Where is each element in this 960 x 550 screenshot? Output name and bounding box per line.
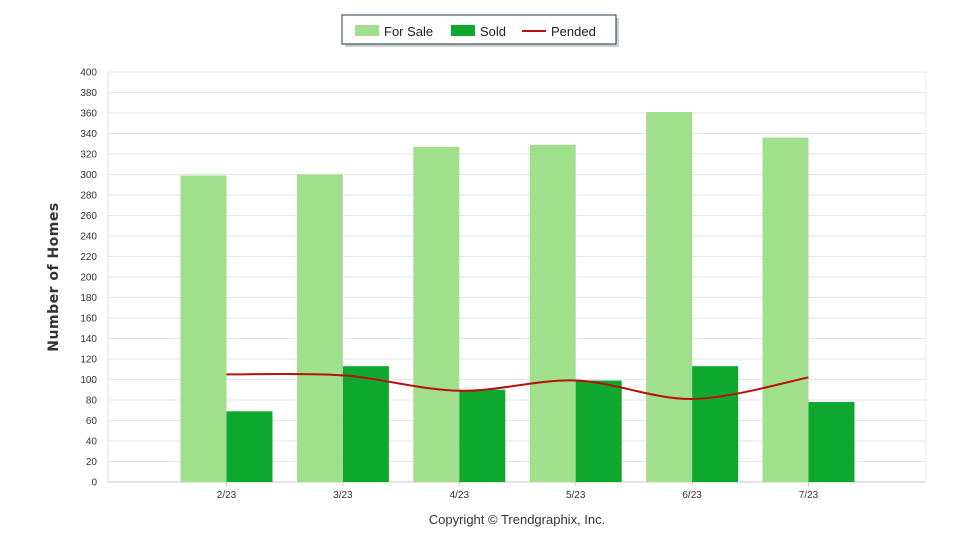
copyright-footer: Copyright © Trendgraphix, Inc. xyxy=(429,512,606,527)
legend-swatch-for-sale xyxy=(355,25,379,36)
x-tick-label: 7/23 xyxy=(799,490,819,501)
bar-sold xyxy=(692,366,739,482)
bar-for-sale xyxy=(180,175,227,482)
bar-sold xyxy=(575,380,622,482)
y-tick-label: 320 xyxy=(80,150,97,161)
legend-label-for-sale: For Sale xyxy=(384,24,433,39)
bar-sold xyxy=(342,366,389,482)
legend-label-pended: Pended xyxy=(551,24,596,39)
bar-sold xyxy=(459,389,506,482)
y-tick-label: 220 xyxy=(80,252,97,263)
y-tick-label: 60 xyxy=(86,416,98,427)
bar-layer xyxy=(180,111,855,482)
bar-sold xyxy=(808,402,855,482)
y-tick-label: 160 xyxy=(80,314,97,325)
bar-for-sale xyxy=(296,174,343,482)
y-tick-label: 20 xyxy=(86,457,98,468)
y-tick-label: 140 xyxy=(80,334,97,345)
x-tick-label: 6/23 xyxy=(682,490,702,501)
x-tick-label: 4/23 xyxy=(450,490,470,501)
y-tick-label: 300 xyxy=(80,170,97,181)
bar-for-sale xyxy=(762,137,809,482)
x-tick-label: 2/23 xyxy=(217,490,237,501)
x-tick-labels: 2/23 3/23 4/23 5/23 6/23 7/23 xyxy=(217,482,819,501)
y-tick-label: 100 xyxy=(80,375,97,386)
y-tick-label: 0 xyxy=(91,478,97,489)
legend: For Sale Sold Pended xyxy=(341,14,619,47)
x-tick-label: 5/23 xyxy=(566,490,586,501)
bar-for-sale xyxy=(529,144,576,482)
y-tick-label: 180 xyxy=(80,293,97,304)
y-tick-label: 340 xyxy=(80,129,97,140)
bar-for-sale xyxy=(413,146,460,482)
legend-label-sold: Sold xyxy=(480,24,506,39)
line-layer xyxy=(226,372,809,400)
y-tick-label: 380 xyxy=(80,88,97,99)
x-tick-label: 3/23 xyxy=(333,490,353,501)
y-tick-label: 200 xyxy=(80,273,97,284)
y-tick-label: 240 xyxy=(80,232,97,243)
line-pended xyxy=(226,372,809,400)
y-tick-label: 120 xyxy=(80,355,97,366)
y-tick-labels: 0 20 40 60 80 100 120 140 160 180 200 220 240 260 280 3… xyxy=(80,68,97,489)
y-tick-label: 40 xyxy=(86,437,98,448)
y-tick-label: 360 xyxy=(80,109,97,120)
y-tick-label: 400 xyxy=(80,68,97,79)
legend-swatch-sold xyxy=(451,25,475,36)
bar-sold xyxy=(226,411,273,482)
bar-for-sale xyxy=(646,111,693,482)
y-tick-label: 80 xyxy=(86,396,98,407)
y-tick-label: 260 xyxy=(80,211,97,222)
y-tick-label: 280 xyxy=(80,191,97,202)
legend-box xyxy=(341,14,617,45)
y-axis-title: Number of Homes xyxy=(46,202,62,351)
